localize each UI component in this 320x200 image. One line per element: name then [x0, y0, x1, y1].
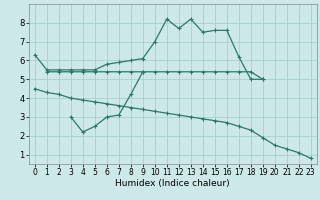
X-axis label: Humidex (Indice chaleur): Humidex (Indice chaleur) — [116, 179, 230, 188]
